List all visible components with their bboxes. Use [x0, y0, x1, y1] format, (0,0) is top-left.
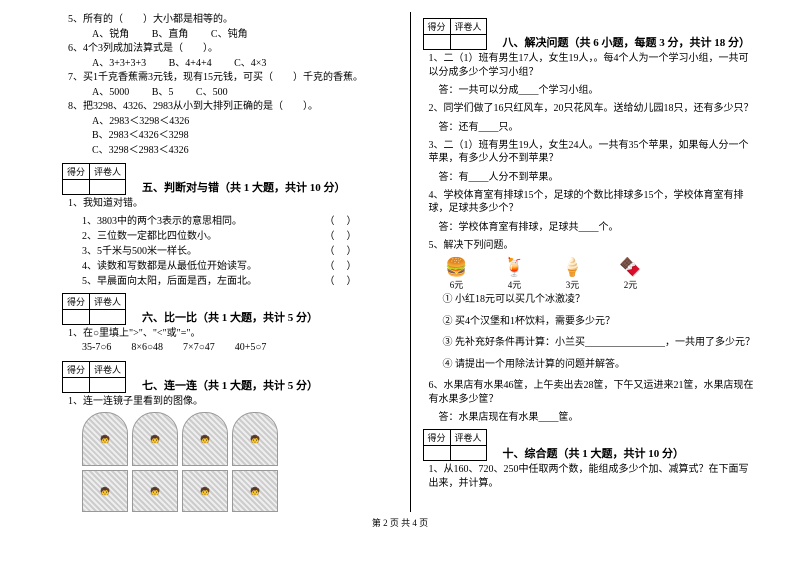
sec8-q5: 5、解决下列问题。 — [429, 239, 759, 253]
paren: （ ） — [325, 242, 358, 257]
sec8-a1: 答：一共可以分成____个学习小组。 — [439, 81, 759, 96]
q8-stem: 8、把3298、4326、2983从小到大排列正确的是（ ）。 — [68, 100, 398, 114]
sec5-i2: 2、三位数一定都比四位数小。（ ） — [82, 227, 398, 242]
mirror-image-8: 🧒 — [232, 470, 278, 512]
q5-b: B、直角 — [152, 29, 189, 40]
food-2: 🍹4元 — [501, 256, 529, 291]
q6-stem: 6、4个3列成加法算式是（ ）。 — [68, 42, 398, 56]
sec8-q2: 2、同学们做了16只红风车，20只花风车。送给幼儿园18只，还有多少只？ — [429, 102, 759, 116]
sec8-s2: ② 买4个汉堡和1杯饮料，需要多少元？ — [443, 315, 759, 329]
food-row: 🍔6元 🍹4元 🍦3元 🍫2元 — [443, 256, 759, 291]
food-1: 🍔6元 — [443, 256, 471, 291]
score-box-6: 得分评卷人 — [62, 293, 126, 325]
q6-a: A、3+3+3+3 — [92, 58, 146, 69]
sec8-q1: 1、二（1）班有男生17人，女生19人，。每4个人为一个学习小组，一共可以分成多… — [429, 52, 759, 79]
sec10-title: 十、综合题（共 1 大题，共计 10 分） — [503, 445, 685, 461]
mirror-images: 🧒 🧒 🧒 🧒 — [82, 412, 398, 466]
mirror-image-3: 🧒 — [182, 412, 228, 466]
score-box-5: 得分评卷人 — [62, 163, 126, 195]
burger-icon: 🍔 — [443, 256, 471, 278]
sec8-title: 八、解决问题（共 6 小题，每题 3 分，共计 18 分） — [503, 34, 751, 50]
sec5-head: 得分评卷人 五、判断对与错（共 1 大题，共计 10 分） — [62, 163, 398, 195]
sec5-i5: 5、早晨面向太阳，后面是西，左面北。（ ） — [82, 272, 398, 287]
sec5-title: 五、判断对与错（共 1 大题，共计 10 分） — [142, 179, 346, 195]
sec8-a3: 答：有____人分不到苹果。 — [439, 168, 759, 183]
paren: （ ） — [325, 257, 358, 272]
score-box-7: 得分评卷人 — [62, 361, 126, 393]
q5-opts: A、锐角 B、直角 C、钝角 — [92, 28, 398, 42]
mirror-image-5: 🧒 — [82, 470, 128, 512]
paren: （ ） — [325, 212, 358, 227]
page: 5、所有的（ ）大小都是相等的。 A、锐角 B、直角 C、钝角 6、4个3列成加… — [0, 0, 800, 512]
q6-b: B、4+4+4 — [169, 58, 212, 69]
sec8-q6: 6、水果店有水果46筐，上午卖出去28筐，下午又运进来21筐，水果店现在有水果多… — [429, 379, 759, 406]
icecream-icon: 🍦 — [559, 256, 587, 278]
sec10-q1: 1、从160、720、250中任取两个数，能组成多少个加、减算式？在下面写出来，… — [429, 463, 759, 490]
sec8-q4: 4、学校体育室有排球15个，足球的个数比排球多15个，学校体育室有排球，足球共多… — [429, 189, 759, 216]
food-4: 🍫2元 — [617, 256, 645, 291]
food-3: 🍦3元 — [559, 256, 587, 291]
sec8-s3: ③ 先补充好条件再计算：小兰买________________，一共用了多少元？ — [443, 336, 759, 350]
q6-opts: A、3+3+3+3 B、4+4+4 C、4×3 — [92, 57, 398, 71]
drink-icon: 🍹 — [501, 256, 529, 278]
paren: （ ） — [325, 227, 358, 242]
sec8-s1: ① 小红18元可以买几个冰激凌？ — [443, 293, 759, 307]
page-footer: 第 2 页 共 4 页 — [0, 516, 800, 529]
sec5-lead: 1、我知道对错。 — [68, 197, 398, 211]
left-column: 5、所有的（ ）大小都是相等的。 A、锐角 B、直角 C、钝角 6、4个3列成加… — [50, 12, 411, 512]
mirror-images-bottom: 🧒 🧒 🧒 🧒 — [82, 470, 398, 512]
sec8-q3: 3、二（1）班有男生19人，女生24人。一共有35个苹果，如果每人分一个苹果，有… — [429, 139, 759, 166]
paren: （ ） — [325, 272, 358, 287]
marker-label: 评卷人 — [90, 164, 126, 180]
mirror-image-4: 🧒 — [232, 412, 278, 466]
sec6-lead: 1、在○里填上">"、"<"或"="。 — [68, 327, 398, 341]
mirror-image-2: 🧒 — [132, 412, 178, 466]
q7-opts: A、5000 B、5 C、500 — [92, 86, 398, 100]
mirror-image-7: 🧒 — [182, 470, 228, 512]
score-label: 得分 — [63, 164, 90, 180]
q7-c: C、500 — [196, 87, 228, 98]
sec6-head: 得分评卷人 六、比一比（共 1 大题，共计 5 分） — [62, 293, 398, 325]
q5-stem: 5、所有的（ ）大小都是相等的。 — [68, 13, 398, 27]
sec8-s4: ④ 请提出一个用除法计算的问题并解答。 — [443, 358, 759, 372]
q8-c: C、3298＜2983＜4326 — [92, 144, 398, 158]
q7-b: B、5 — [152, 87, 174, 98]
sec10-head: 得分评卷人 十、综合题（共 1 大题，共计 10 分） — [423, 429, 759, 461]
sec7-title: 七、连一连（共 1 大题，共计 5 分） — [142, 377, 318, 393]
mirror-image-6: 🧒 — [132, 470, 178, 512]
q8-a: A、2983＜3298＜4326 — [92, 115, 398, 129]
score-box-10: 得分评卷人 — [423, 429, 487, 461]
chocolate-icon: 🍫 — [617, 256, 645, 278]
q7-stem: 7、买1千克香蕉需3元钱，现有15元钱，可买（ ）千克的香蕉。 — [68, 71, 398, 85]
score-box-8: 得分评卷人 — [423, 18, 487, 50]
q6-c: C、4×3 — [234, 58, 266, 69]
sec5-i3: 3、5千米与500米一样长。（ ） — [82, 242, 398, 257]
sec8-a2: 答：还有____只。 — [439, 118, 759, 133]
sec8-a4: 答：学校体育室有排球，足球共____个。 — [439, 218, 759, 233]
q5-a: A、锐角 — [92, 29, 129, 40]
sec6-title: 六、比一比（共 1 大题，共计 5 分） — [142, 309, 318, 325]
sec6-row: 35-7○6 8×6○48 7×7○47 40+5○7 — [82, 341, 398, 355]
q8-b: B、2983＜4326＜3298 — [92, 129, 398, 143]
sec7-lead: 1、连一连镜子里看到的图像。 — [68, 395, 398, 409]
sec8-head: 得分评卷人 八、解决问题（共 6 小题，每题 3 分，共计 18 分） — [423, 18, 759, 50]
sec5-i1: 1、3803中的两个3表示的意思相同。（ ） — [82, 212, 398, 227]
sec7-head: 得分评卷人 七、连一连（共 1 大题，共计 5 分） — [62, 361, 398, 393]
mirror-image-1: 🧒 — [82, 412, 128, 466]
sec5-i4: 4、读数和写数都是从最低位开始读写。（ ） — [82, 257, 398, 272]
q5-c: C、钝角 — [211, 29, 248, 40]
sec8-a6: 答：水果店现在有水果____筐。 — [439, 408, 759, 423]
right-column: 得分评卷人 八、解决问题（共 6 小题，每题 3 分，共计 18 分） 1、二（… — [411, 12, 771, 512]
q7-a: A、5000 — [92, 87, 129, 98]
